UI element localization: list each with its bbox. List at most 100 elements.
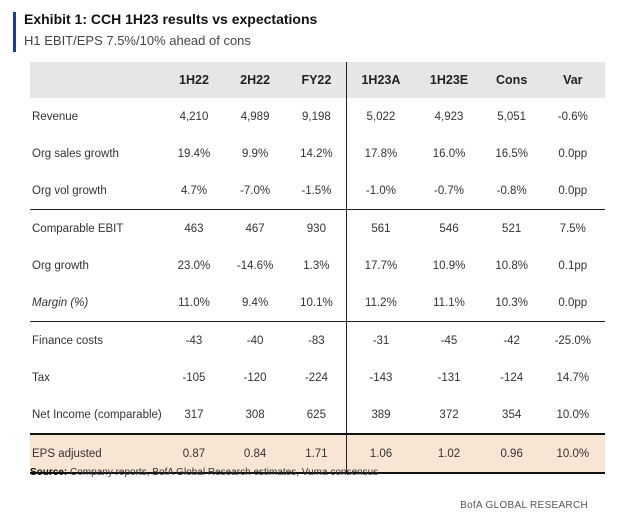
table-cell: 5,051 [497,110,527,123]
table-row: Finance costs -43 -40 -83 -31 -45 -42 -2… [30,321,605,359]
row-label: Org sales growth [32,147,119,160]
table-cell: 546 [415,209,483,247]
table-cell: 0.0pp [558,296,588,309]
table-cell: 1.06 [345,433,416,474]
table-cell: -83 [287,321,347,359]
table-cell: -42 [482,321,541,359]
table-cell: 0.96 [482,433,541,474]
table-cell: 10.1% [300,296,333,309]
table-cell: 354 [502,408,522,421]
table-cell: 16.0% [432,147,466,160]
table-cell: 11.1% [433,296,465,309]
table-cell: 317 [184,408,204,421]
table-cell: 4,210 [179,110,209,123]
table-cell: -224 [304,371,328,384]
table-cell: -0.6% [557,110,588,123]
table-cell: -1.0% [345,172,416,210]
column-header: FY22 [287,62,347,98]
source-text: Company reports, BofA Global Research es… [70,467,379,478]
table-row: Tax -105 -120 -224 -143 -131 -124 14.7% [30,359,605,396]
row-label: EPS adjusted [30,433,165,474]
table-cell: 4,989 [240,110,270,123]
table-cell: -131 [437,371,461,384]
table-cell: -40 [222,321,288,359]
exhibit-title: Exhibit 1: CCH 1H23 results vs expectati… [24,11,318,27]
table-cell: 930 [287,209,347,247]
table-cell: 23.0% [177,259,211,272]
table-cell: 19.4% [177,147,211,160]
table-cell: 561 [345,209,416,247]
table-cell: 10.9% [432,259,466,272]
table-cell: 17.8% [345,135,416,172]
table-cell: -0.8% [496,184,527,197]
title-accent-bar [13,12,16,52]
table-row: Org sales growth 19.4% 9.9% 14.2% 17.8% … [30,135,605,172]
column-header: 2H22 [222,62,288,98]
table-cell: 521 [482,209,541,247]
table-cell: 0.87 [165,433,223,474]
table-cell: 372 [439,408,459,421]
table-cell: 10.0% [556,408,590,421]
table-cell: 16.5% [495,147,528,160]
header-label-cell [30,62,165,98]
exhibit-subtitle: H1 EBIT/EPS 7.5%/10% ahead of cons [24,33,251,48]
row-label: Margin (%) [32,296,89,309]
table-cell: 11.0% [178,296,210,309]
row-label: Net Income (comparable) [32,408,162,421]
row-label: Comparable EBIT [30,209,165,247]
column-header: 1H23A [345,62,416,98]
table-cell: -124 [500,371,524,384]
table-cell: 10.3% [495,296,528,309]
source-note: Source: Company reports, BofA Global Res… [30,467,378,478]
table-cell: 389 [345,396,416,434]
table-cell: 11.2% [345,284,416,322]
table-cell: 14.2% [300,147,333,160]
table-cell: 9.4% [241,296,269,309]
table-cell: -120 [243,371,267,384]
column-header: 1H22 [165,62,223,98]
table-cell: 467 [222,209,288,247]
table-header-row: 1H22 2H22 FY22 1H23A 1H23E Cons Var [30,62,605,98]
table-cell: 0.0pp [558,184,588,197]
table-cell: 9,198 [301,110,331,123]
table-cell: 463 [165,209,223,247]
table-cell: -0.7% [433,184,465,197]
table-cell: 1.02 [415,433,483,474]
table-cell: 10.0% [540,433,605,474]
table-cell: -143 [345,359,416,396]
table-cell: -1.5% [301,184,332,197]
table-cell: 4.7% [180,184,208,197]
table-cell: -31 [345,321,416,359]
table-cell: 1.3% [303,259,330,272]
table-cell: 9.9% [241,147,269,160]
table-cell: -105 [182,371,206,384]
table-row-eps-highlight: EPS adjusted 0.87 0.84 1.71 1.06 1.02 0.… [30,433,605,474]
table-row: Margin (%) 11.0% 9.4% 10.1% 11.2% 11.1% … [30,284,605,322]
column-header: 1H23E [415,62,483,98]
table-row: Revenue 4,210 4,989 9,198 5,022 4,923 5,… [30,98,605,135]
table-row: Org vol growth 4.7% -7.0% -1.5% -1.0% -0… [30,172,605,210]
table-cell: 10.8% [495,259,528,272]
table-cell: 1.71 [287,433,347,474]
table-cell: -43 [165,321,223,359]
table-cell: 17.7% [345,247,416,284]
table-cell: 7.5% [540,209,605,247]
table-row: Org growth 23.0% -14.6% 1.3% 17.7% 10.9%… [30,247,605,284]
table-cell: 308 [245,408,265,421]
table-cell: -45 [415,321,483,359]
table-cell: 0.0pp [558,147,588,160]
column-header: Cons [482,62,541,98]
column-header: Var [540,62,605,98]
row-label: Revenue [32,110,79,123]
table-cell: -14.6% [236,259,274,272]
row-label: Org growth [32,259,89,272]
row-label: Org vol growth [32,184,107,197]
table-cell: -7.0% [240,184,271,197]
table-cell: 0.84 [222,433,288,474]
table-row: Net Income (comparable) 317 308 625 389 … [30,396,605,434]
table-cell: 0.1pp [558,259,588,272]
row-label: Tax [32,371,50,384]
table-cell: 4,923 [434,110,464,123]
table-cell: -25.0% [540,321,605,359]
table-cell: 625 [306,408,326,421]
